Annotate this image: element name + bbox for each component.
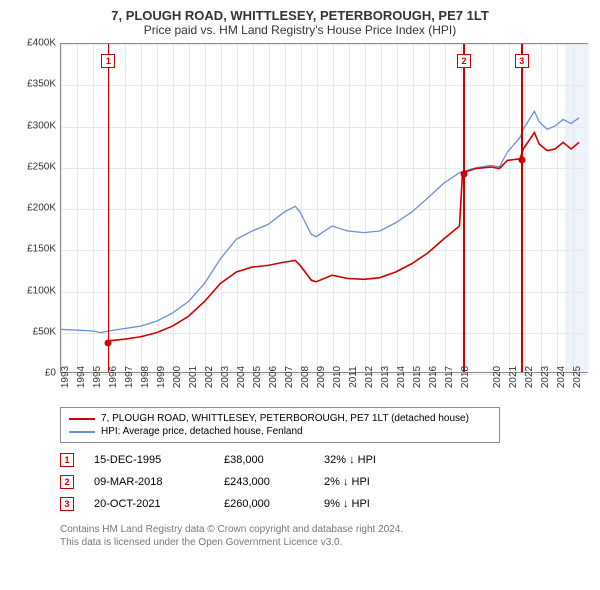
x-tick-label: 2011: [348, 366, 359, 388]
y-tick-label: £50K: [33, 326, 56, 337]
legend-item: HPI: Average price, detached house, Fenl…: [69, 425, 491, 438]
sales-marker: 2: [60, 475, 74, 489]
sales-price: £260,000: [224, 498, 304, 510]
x-tick-label: 2012: [364, 366, 375, 388]
x-tick-label: 2017: [444, 366, 455, 388]
x-tick-label: 2016: [428, 366, 439, 388]
y-tick-label: £350K: [27, 79, 56, 90]
legend-item: 7, PLOUGH ROAD, WHITTLESEY, PETERBOROUGH…: [69, 412, 491, 425]
legend: 7, PLOUGH ROAD, WHITTLESEY, PETERBOROUGH…: [60, 407, 500, 443]
chart-container: 7, PLOUGH ROAD, WHITTLESEY, PETERBOROUGH…: [0, 0, 600, 590]
marker-dot: [105, 339, 112, 346]
footer-line-2: This data is licensed under the Open Gov…: [60, 536, 588, 549]
sales-diff: 9% ↓ HPI: [324, 498, 414, 510]
x-tick-label: 2004: [236, 366, 247, 388]
sales-date: 15-DEC-1995: [94, 454, 204, 466]
x-tick-label: 2009: [316, 366, 327, 388]
y-tick-label: £100K: [27, 285, 56, 296]
legend-swatch: [69, 431, 95, 433]
x-tick-label: 2013: [380, 366, 391, 388]
x-tick-label: 1999: [156, 366, 167, 388]
x-tick-label: 1997: [124, 366, 135, 388]
chart-lines: [61, 44, 587, 372]
chart-area: £0£50K£100K£150K£200K£250K£300K£350K£400…: [12, 43, 588, 403]
x-tick-label: 1993: [60, 366, 71, 388]
x-tick-label: 2010: [332, 366, 343, 388]
y-tick-label: £150K: [27, 244, 56, 255]
sales-diff: 32% ↓ HPI: [324, 454, 414, 466]
x-tick-label: 2021: [508, 366, 519, 388]
legend-label: HPI: Average price, detached house, Fenl…: [101, 426, 303, 437]
x-tick-label: 2014: [396, 366, 407, 388]
x-tick-label: 1996: [108, 366, 119, 388]
sales-row: 3 20-OCT-2021 £260,000 9% ↓ HPI: [60, 493, 588, 515]
sales-date: 09-MAR-2018: [94, 476, 204, 488]
x-tick-label: 2023: [540, 366, 551, 388]
x-tick-label: 2003: [220, 366, 231, 388]
x-tick-label: 2005: [252, 366, 263, 388]
x-tick-label: 2015: [412, 366, 423, 388]
marker-label: 2: [457, 54, 471, 68]
sales-row: 2 09-MAR-2018 £243,000 2% ↓ HPI: [60, 471, 588, 493]
marker-line: [108, 44, 110, 372]
y-tick-label: £250K: [27, 161, 56, 172]
chart-title: 7, PLOUGH ROAD, WHITTLESEY, PETERBOROUGH…: [12, 8, 588, 23]
y-tick-label: £300K: [27, 120, 56, 131]
marker-dot: [518, 156, 525, 163]
x-tick-label: 2024: [556, 366, 567, 388]
y-tick-label: £400K: [27, 38, 56, 49]
series-price_paid: [108, 133, 579, 341]
sales-diff: 2% ↓ HPI: [324, 476, 414, 488]
x-tick-label: 2022: [524, 366, 535, 388]
marker-label: 3: [515, 54, 529, 68]
x-tick-label: 2000: [172, 366, 183, 388]
x-tick-label: 2006: [268, 366, 279, 388]
legend-swatch: [69, 418, 95, 420]
x-tick-label: 2020: [492, 366, 503, 388]
x-tick-label: 2025: [572, 366, 583, 388]
sales-price: £38,000: [224, 454, 304, 466]
sales-row: 1 15-DEC-1995 £38,000 32% ↓ HPI: [60, 449, 588, 471]
sales-table: 115-DEC-1995£38,00032% ↓ HPI209-MAR-2018…: [60, 449, 588, 515]
series-hpi: [61, 111, 579, 332]
x-tick-label: 2001: [188, 366, 199, 388]
plot-area: 1 2 3: [60, 43, 588, 373]
x-tick-label: 1995: [92, 366, 103, 388]
marker-line: [521, 44, 523, 372]
x-tick-label: 2002: [204, 366, 215, 388]
y-tick-label: £0: [45, 368, 56, 379]
sales-marker: 1: [60, 453, 74, 467]
x-tick-label: 2008: [300, 366, 311, 388]
sales-price: £243,000: [224, 476, 304, 488]
y-tick-label: £200K: [27, 203, 56, 214]
footer: Contains HM Land Registry data © Crown c…: [60, 523, 588, 549]
x-tick-label: 2007: [284, 366, 295, 388]
x-tick-label: 1998: [140, 366, 151, 388]
sales-marker: 3: [60, 497, 74, 511]
chart-subtitle: Price paid vs. HM Land Registry's House …: [12, 23, 588, 37]
x-tick-label: 1994: [76, 366, 87, 388]
x-axis: 1993199419951996199719981999200020012002…: [60, 373, 588, 403]
marker-line: [463, 44, 465, 372]
footer-line-1: Contains HM Land Registry data © Crown c…: [60, 523, 588, 536]
legend-label: 7, PLOUGH ROAD, WHITTLESEY, PETERBOROUGH…: [101, 413, 469, 424]
marker-dot: [461, 170, 468, 177]
y-axis: £0£50K£100K£150K£200K£250K£300K£350K£400…: [12, 43, 60, 373]
sales-date: 20-OCT-2021: [94, 498, 204, 510]
marker-label: 1: [101, 54, 115, 68]
x-tick-label: 2018: [460, 366, 471, 388]
